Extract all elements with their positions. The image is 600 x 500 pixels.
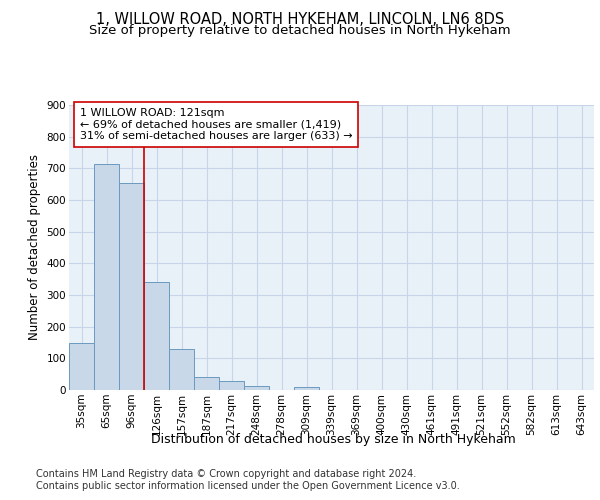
Bar <box>169 350 194 390</box>
Bar <box>194 376 219 390</box>
Bar <box>144 282 169 390</box>
Y-axis label: Number of detached properties: Number of detached properties <box>28 154 41 340</box>
Text: 1, WILLOW ROAD, NORTH HYKEHAM, LINCOLN, LN6 8DS: 1, WILLOW ROAD, NORTH HYKEHAM, LINCOLN, … <box>96 12 504 28</box>
Bar <box>244 386 269 390</box>
Text: 1 WILLOW ROAD: 121sqm
← 69% of detached houses are smaller (1,419)
31% of semi-d: 1 WILLOW ROAD: 121sqm ← 69% of detached … <box>79 108 352 141</box>
Text: Size of property relative to detached houses in North Hykeham: Size of property relative to detached ho… <box>89 24 511 37</box>
Text: Contains public sector information licensed under the Open Government Licence v3: Contains public sector information licen… <box>36 481 460 491</box>
Bar <box>219 380 244 390</box>
Bar <box>119 182 144 390</box>
Bar <box>294 388 319 390</box>
Bar <box>69 342 94 390</box>
Text: Distribution of detached houses by size in North Hykeham: Distribution of detached houses by size … <box>151 432 515 446</box>
Text: Contains HM Land Registry data © Crown copyright and database right 2024.: Contains HM Land Registry data © Crown c… <box>36 469 416 479</box>
Bar <box>94 164 119 390</box>
